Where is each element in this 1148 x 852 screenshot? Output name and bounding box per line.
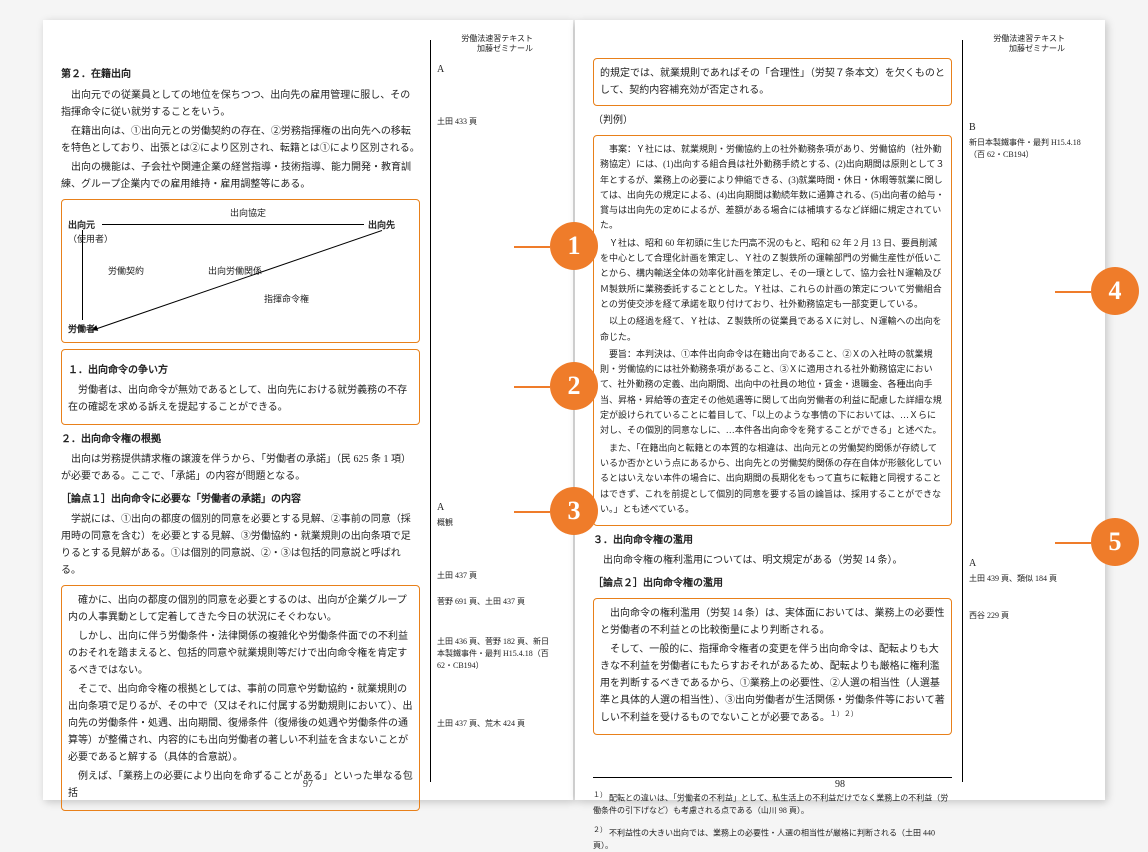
fn1-text: 配転との違いは、「労働者の不利益」として、私生活上の不利益だけでなく業務上の不利… [593, 794, 948, 815]
box-4: 事案：Ｙ社には、就業規則・労働協約上の社外勤務条項があり、労働協約（社外勤務協定… [593, 135, 952, 526]
side-entry: B 新日本製鐵事件・最判 H15.4.18（百 62・CB194） [969, 120, 1085, 161]
side-alpha-a: A [437, 62, 444, 77]
ron1-p: 学説には、①出向の都度の個別的同意を必要とする見解、②事前の同意（採用時の同意を… [61, 511, 420, 579]
box5-sup: １）２） [830, 710, 858, 718]
box4-p2: Ｙ社は、昭和 60 年初頭に生じた円高不況のもと、昭和 62 年 2 月 13 … [600, 236, 945, 312]
side-entry: 土田 437 頁、荒木 424 頁 [437, 718, 553, 730]
side-text: 西谷 229 頁 [969, 610, 1085, 622]
side-text: 新日本製鐵事件・最判 H15.4.18（百 62・CB194） [969, 137, 1085, 161]
box4-p1: 事案：Ｙ社には、就業規則・労働協約上の社外勤務条項があり、労働協約（社外勤務協定… [600, 142, 945, 234]
diagram-box: 出向協定 出向元 （使用者） 出向先 労働契約 出向労働関係 指揮命令権 労働者 [61, 199, 420, 343]
side-entry: A 土田 439 頁、類似 184 頁 [969, 556, 1085, 585]
right-page: 労働法速習テキスト 加藤ゼミナール 的規定では、就業規則であればその「合理性」（… [575, 20, 1105, 800]
para: 出向元での従業員としての地位を保ちつつ、出向先の雇用管理に服し、その指揮命令に従… [61, 87, 420, 121]
footnote-1: １） 配転との違いは、「労働者の不利益」として、私生活上の不利益だけでなく業務上… [593, 790, 952, 817]
side-text: 土田 436 頁、菅野 182 頁、新日本製鐵事件・最判 H15.4.18（百 … [437, 636, 553, 672]
side-text: 概観 [437, 517, 553, 529]
side-text: 土田 437 頁 [437, 570, 553, 582]
ron1-title: ［論点１］出向命令に必要な「労働者の承諾」の内容 [61, 491, 420, 508]
box-5: 出向命令の権利濫用（労契 14 条）は、実体面においては、業務上の必要性と労働者… [593, 598, 952, 735]
d-bottom: 労働者 [68, 322, 95, 337]
box-top-text: 的規定では、就業規則であればその「合理性」（労契７条本文）を欠くものとして、契約… [600, 68, 945, 96]
side-entry: 土田 433 頁 [437, 116, 553, 128]
left-main-column: 第２．在籍出向 出向元での従業員としての地位を保ちつつ、出向先の雇用管理に服し、… [61, 40, 430, 782]
d-arrow-label: 指揮命令権 [264, 292, 309, 307]
side-entry: 菅野 691 頁、土田 437 頁 [437, 596, 553, 608]
box4-p4: 要旨：本判決は、①本件出向命令は在籍出向であること、②Ｘの入社時の就業規則・労働… [600, 347, 945, 439]
left-page: 労働法速習テキスト 加藤ゼミナール 第２．在籍出向 出向元での従業員としての地位… [43, 20, 573, 800]
right-side-column: B 新日本製鐵事件・最判 H15.4.18（百 62・CB194） A 土田 439 … [962, 40, 1087, 782]
page-number-left: 97 [303, 779, 313, 790]
side-text: 菅野 691 頁、土田 437 頁 [437, 596, 553, 608]
box3-p2: しかし、出向に伴う労働条件・法律関係の複雑化や労働条件面での不利益のおそれを踏ま… [68, 628, 413, 679]
d-hline [102, 224, 364, 225]
d-mid-right: 出向労働関係 [208, 264, 262, 279]
box2-body: 労働者は、出向命令が無効であるとして、出向先における就労義務の不存在の確認を求め… [68, 382, 413, 416]
side-alpha: B [969, 120, 1085, 135]
s2-p1: 出向は労務提供請求権の譲渡を伴うから、「労働者の承諾」（民 625 条 1 項）… [61, 451, 420, 485]
section-2-title: 第２．在籍出向 [61, 66, 420, 83]
side-alpha: A [437, 500, 553, 515]
s3-p1: 出向命令権の権利濫用については、明文規定がある（労契 14 条）。 [593, 552, 952, 569]
fn2-text: 不利益性の大きい出向では、業務上の必要性・人選の相当性が厳格に判断される（土田 … [593, 829, 935, 850]
box5-p2: そして、一般的に、指揮命令権者の変更を伴う出向命令は、配転よりも大きな不利益を労… [600, 641, 945, 726]
box4-p5: また、「在籍出向と転籍との本質的な相違は、出向元との労働契約関係が存続しているか… [600, 441, 945, 517]
footnotes: １） 配転との違いは、「労働者の不利益」として、私生活上の不利益だけでなく業務上… [593, 777, 952, 851]
box5-p1: 出向命令の権利濫用（労契 14 条）は、実体面においては、業務上の必要性と労働者… [600, 605, 945, 639]
d-top-label: 出向協定 [230, 206, 266, 221]
d-vline-left [82, 230, 83, 320]
para: 在籍出向は、①出向元との労働契約の存在、②労務指揮権の出向先への移転を特色として… [61, 123, 420, 157]
left-side-column: A 土田 433 頁A概観土田 437 頁菅野 691 頁、土田 437 頁土田… [430, 40, 555, 782]
box2-title: １．出向命令の争い方 [68, 362, 413, 379]
s3-title: ３．出向命令権の濫用 [593, 532, 952, 549]
side-entry: 土田 436 頁、菅野 182 頁、新日本製鐵事件・最判 H15.4.18（百 … [437, 636, 553, 672]
d-left-sub: （使用者） [68, 232, 113, 247]
box3-p3: そこで、出向命令権の根拠としては、事前の同意や労動協約・就業規則の出向条項で足り… [68, 681, 413, 766]
hanrei-title: （判例） [593, 112, 952, 129]
fn1-mark: １） [593, 791, 607, 799]
side-text: 土田 437 頁、荒木 424 頁 [437, 718, 553, 730]
side-entry: 西谷 229 頁 [969, 610, 1085, 622]
ron2-title: ［論点２］出向命令権の濫用 [593, 575, 952, 592]
box-top-right: 的規定では、就業規則であればその「合理性」（労契７条本文）を欠くものとして、契約… [593, 58, 952, 106]
side-text: 土田 433 頁 [437, 116, 553, 128]
side-entry: A 概観 [437, 500, 553, 529]
d-arrow [93, 230, 383, 331]
box5-p2-text: そして、一般的に、指揮命令権者の変更を伴う出向命令は、配転よりも大きな不利益を労… [600, 644, 945, 723]
side-entry: 土田 437 頁 [437, 570, 553, 582]
secondment-diagram: 出向協定 出向元 （使用者） 出向先 労働契約 出向労働関係 指揮命令権 労働者 [68, 206, 413, 336]
fn2-mark: ２） [593, 826, 607, 834]
box3-p1: 確かに、出向の都度の個別的同意を必要とするのは、出向が企業グループ内の人事異動と… [68, 592, 413, 626]
footnote-2: ２） 不利益性の大きい出向では、業務上の必要性・人選の相当性が厳格に判断される（… [593, 825, 952, 852]
box-2: １．出向命令の争い方 労働者は、出向命令が無効であるとして、出向先における就労義… [61, 349, 420, 425]
page-number-right: 98 [835, 779, 845, 790]
page-spread: 労働法速習テキスト 加藤ゼミナール 第２．在籍出向 出向元での従業員としての地位… [20, 20, 1128, 800]
side-text: 土田 439 頁、類似 184 頁 [969, 573, 1085, 585]
s2-title: ２．出向命令権の根拠 [61, 431, 420, 448]
right-main-column: 的規定では、就業規則であればその「合理性」（労契７条本文）を欠くものとして、契約… [593, 40, 962, 782]
d-mid-left: 労働契約 [108, 264, 144, 279]
side-alpha: A [969, 556, 1085, 571]
box4-p3: 以上の経過を経て、Ｙ社は、Ｚ製鉄所の従業員であるＸに対し、Ｎ運輸への出向を命じた… [600, 314, 945, 345]
box-3: 確かに、出向の都度の個別的同意を必要とするのは、出向が企業グループ内の人事異動と… [61, 585, 420, 811]
para: 出向の機能は、子会社や関連企業の経営指導・技術指導、能力開発・教育訓練、グループ… [61, 159, 420, 193]
box3-p4: 例えば、「業務上の必要により出向を命ずることがある」といった単なる包括 [68, 768, 413, 802]
